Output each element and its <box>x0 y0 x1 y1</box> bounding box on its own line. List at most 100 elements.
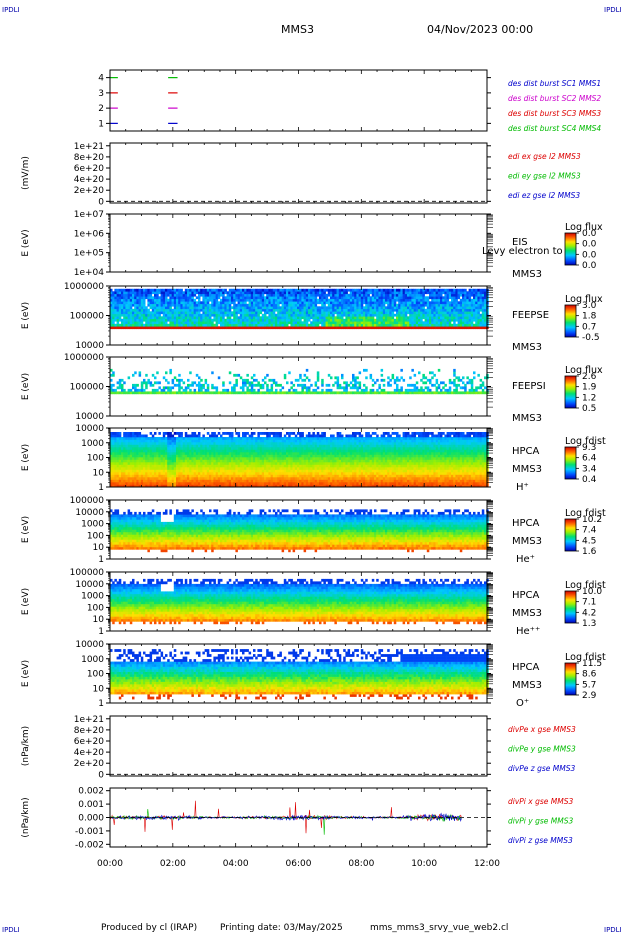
spectrogram-cell <box>462 321 465 325</box>
spectrogram-cell <box>455 303 458 307</box>
spectrogram-cell <box>209 472 212 475</box>
spectrogram-cell <box>261 323 265 327</box>
spectrogram-cell <box>446 301 450 305</box>
spectrogram-cell <box>451 318 454 322</box>
spectrogram-cell <box>191 303 194 307</box>
spectrogram-cell <box>134 391 137 395</box>
spectrogram-cell <box>451 311 454 315</box>
spectrogram-cell <box>169 391 172 395</box>
spectrogram-cell <box>380 316 384 320</box>
spectrogram-cell <box>334 301 337 305</box>
spectrogram-cell <box>134 442 137 445</box>
spectrogram-cell <box>462 381 465 385</box>
spectrogram-cell <box>352 298 355 302</box>
spectrogram-cell <box>165 444 168 448</box>
spectrogram-cell <box>171 474 175 478</box>
spectrogram-cell <box>213 432 216 435</box>
spectrogram-cell <box>154 452 157 455</box>
spectrogram-cell <box>206 298 210 302</box>
spectrogram-cell <box>231 388 234 392</box>
spectrogram-cell <box>246 442 249 445</box>
spectrogram-cell <box>182 449 186 453</box>
spectrogram-cell <box>167 482 170 485</box>
spectrogram-cell <box>112 323 115 327</box>
spectrogram-cell <box>184 449 188 453</box>
spectrogram-cell <box>470 378 474 382</box>
spectrogram-cell <box>202 472 205 475</box>
spectrogram-cell <box>202 306 205 310</box>
spectrogram-cell <box>110 442 113 445</box>
spectrogram-cell <box>154 293 157 297</box>
spectrogram-cell <box>178 326 181 330</box>
spectrogram-cell <box>182 444 186 448</box>
spectrogram-cell <box>143 381 146 385</box>
spectrogram-cell <box>475 386 478 390</box>
spectrogram-cell <box>112 479 115 483</box>
spectrogram-cell <box>118 467 122 470</box>
spectrogram-cell <box>264 301 267 305</box>
spectrogram-cell <box>468 391 472 395</box>
spectrogram-cell <box>206 474 210 478</box>
spectrogram-cell <box>468 293 472 297</box>
spectrogram-cell <box>140 298 144 302</box>
spectrogram-cell <box>149 291 153 295</box>
spectrogram-cell <box>116 462 120 465</box>
spectrogram-cell <box>286 296 289 300</box>
spectrogram-cell <box>409 321 412 325</box>
spectrogram-cell <box>191 313 194 317</box>
spectrogram-cell <box>380 323 384 327</box>
spectrogram-cell <box>198 383 201 387</box>
spectrogram-cell <box>127 477 131 480</box>
spectrogram-cell <box>248 442 252 445</box>
spectrogram-cell <box>464 383 467 387</box>
spectrogram-cell <box>180 434 183 438</box>
spectrogram-cell <box>147 444 150 448</box>
spectrogram-cell <box>457 308 461 312</box>
spectrogram-cell <box>365 316 368 320</box>
spectrogram-cell <box>116 301 120 305</box>
spectrogram-cell <box>290 321 293 325</box>
spectrogram-cell <box>365 321 368 325</box>
spectrogram-cell <box>310 306 313 310</box>
spectrogram-cell <box>462 308 465 312</box>
spectrogram-cell <box>442 306 445 310</box>
spectrogram-cell <box>305 318 309 322</box>
spectrogram-cell <box>277 306 280 310</box>
spectrogram-cell <box>158 439 161 443</box>
spectrogram-cell <box>112 432 115 435</box>
spectrogram-cell <box>389 321 392 325</box>
spectrogram-cell <box>198 376 201 380</box>
spectrogram-cell <box>178 464 181 468</box>
spectrogram-cell <box>352 308 355 312</box>
spectrogram-cell <box>145 293 148 297</box>
spectrogram-cell <box>343 296 346 300</box>
colorbar-feepsi <box>564 375 577 409</box>
spectrogram-cell <box>374 288 377 292</box>
spectrogram-cell <box>336 323 340 327</box>
spectrogram-cell <box>261 298 265 302</box>
spectrogram-cell <box>233 437 236 440</box>
spectrogram-cell <box>220 447 223 450</box>
spectrogram-cell <box>268 311 271 315</box>
spectrogram-cell <box>158 303 161 307</box>
spectrogram-cell <box>211 308 214 312</box>
spectrogram-cell <box>481 293 485 297</box>
spectrogram-cell <box>292 291 296 295</box>
spectrogram-cell <box>367 318 370 322</box>
spectrogram-cell <box>382 378 386 382</box>
spectrogram-cell <box>231 318 234 322</box>
spectrogram-cell <box>228 474 232 478</box>
spectrogram-cell <box>435 318 439 322</box>
spectrogram-cell <box>253 452 256 455</box>
spectrogram-cell <box>134 484 137 488</box>
spectrogram-cell <box>464 326 467 330</box>
spectrogram-cell <box>154 454 157 458</box>
spectrogram-cell <box>222 303 225 307</box>
spectrogram-cell <box>321 293 324 297</box>
spectrogram-cell <box>451 391 454 395</box>
spectrogram-cell <box>116 437 120 440</box>
spectrogram-cell <box>147 484 150 488</box>
spectrogram-cell <box>116 447 120 450</box>
spectrogram-cell <box>151 439 155 443</box>
spectrogram-cell <box>198 308 201 312</box>
